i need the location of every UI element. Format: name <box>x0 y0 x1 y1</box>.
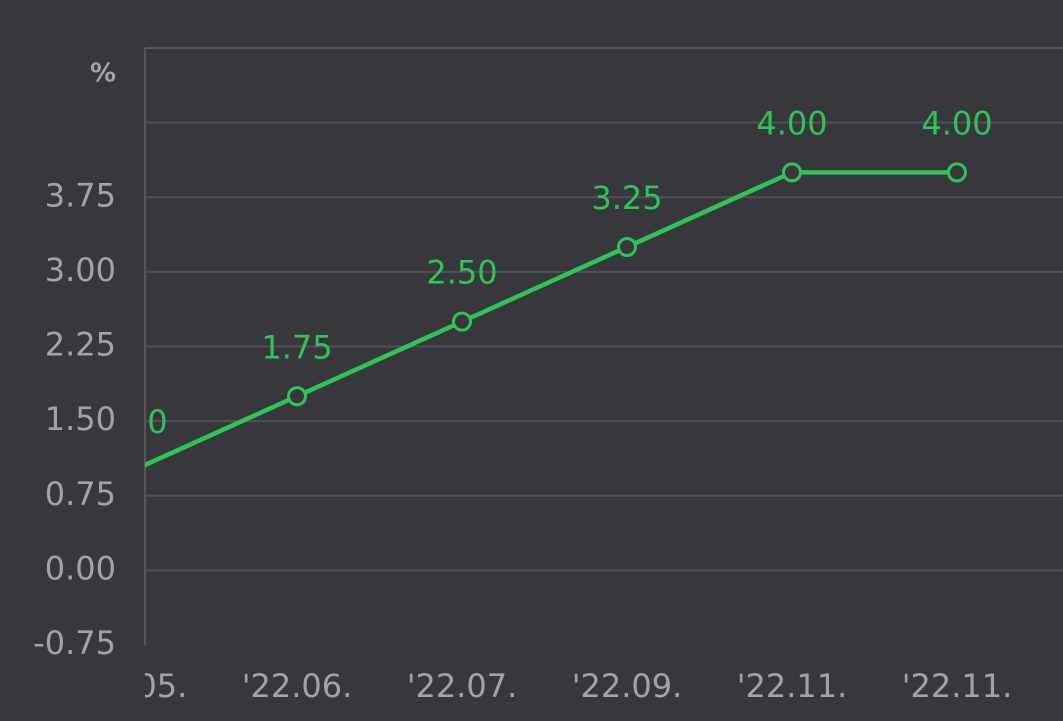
marker <box>782 162 802 183</box>
marker <box>947 162 967 183</box>
x-tick-label: '22.11. <box>737 667 848 705</box>
x-tick-label: '22.06. <box>242 667 353 705</box>
grid: -0.75 0.00 0.75 1.50 2.25 3.00 3.75 <box>33 121 1063 662</box>
marker <box>287 386 307 407</box>
value-label: 4.00 <box>756 104 827 142</box>
y-tick-label: 2.25 <box>45 326 116 364</box>
value-label: 1.00 <box>96 403 167 441</box>
marker <box>617 237 637 257</box>
x-tick-label: '22.09. <box>572 667 683 705</box>
y-tick-label: 3.00 <box>45 251 116 289</box>
value-label: 2.50 <box>426 254 497 292</box>
y-tick-label: 3.75 <box>45 176 116 214</box>
value-label: 4.00 <box>921 104 992 142</box>
value-label: 1.75 <box>261 328 332 366</box>
y-tick-label: -0.75 <box>33 624 116 662</box>
marker <box>124 462 141 479</box>
y-tick-label: 0.75 <box>45 475 116 513</box>
marker <box>452 311 472 332</box>
value-label: 3.25 <box>591 179 662 217</box>
y-tick-label: 0.00 <box>45 549 116 587</box>
plot-area: '22.05. '22.06. '22.07. '22.09. '22.11. '22.1… <box>77 104 1013 705</box>
y-axis-unit: % <box>90 59 116 89</box>
line <box>145 170 957 468</box>
y-tick-label: 1.50 <box>45 400 116 438</box>
x-tick-label: '22.05. <box>77 667 188 705</box>
x-tick-label: '22.11. <box>902 667 1013 705</box>
x-tick-label: '22.07. <box>407 667 518 705</box>
